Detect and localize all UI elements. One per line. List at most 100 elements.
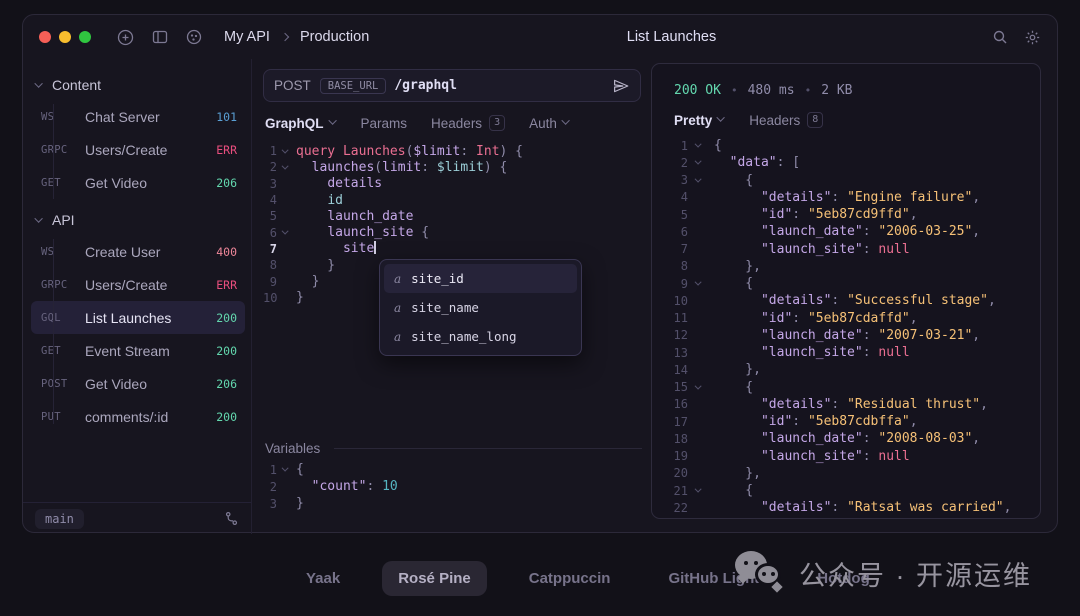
sidebar-item-users-create[interactable]: GRPCUsers/CreateERR — [31, 133, 245, 166]
variables-header: Variables — [265, 441, 642, 456]
send-request-button[interactable] — [612, 77, 630, 95]
theme-button-catppuccin[interactable]: Catppuccin — [513, 561, 627, 596]
line-number: 3 — [666, 173, 688, 187]
request-name: Users/Create — [85, 142, 216, 158]
status-badge: 206 — [216, 377, 237, 391]
code-content: "details": "Residual thrust", — [714, 397, 988, 412]
sidebar-item-chat-server[interactable]: WSChat Server101 — [31, 100, 245, 133]
status-badge: 101 — [216, 110, 237, 124]
code-line: 11 "id": "5eb87cdaffd", — [666, 310, 1011, 327]
sidebar-item-get-video[interactable]: POSTGet Video206 — [31, 367, 245, 400]
autocomplete-item-site-name-long[interactable]: asite_name_long — [384, 322, 577, 351]
response-size: 2 KB — [821, 83, 852, 98]
line-number: 4 — [666, 190, 688, 204]
tab-label: Auth — [529, 116, 557, 131]
window-close-button[interactable] — [39, 31, 51, 43]
sidebar-item-users-create[interactable]: GRPCUsers/CreateERR — [31, 268, 245, 301]
line-number: 15 — [666, 380, 688, 394]
git-branch-icon[interactable] — [224, 511, 239, 526]
fold-toggle[interactable] — [688, 488, 714, 493]
environment-name[interactable]: Production — [300, 29, 369, 45]
code-content: "launch_site": null — [714, 242, 910, 257]
theme-button-yaak[interactable]: Yaak — [290, 561, 356, 596]
code-line: 15 { — [666, 379, 1011, 396]
fold-toggle[interactable] — [688, 178, 714, 183]
wechat-icon — [735, 551, 787, 595]
code-line: 22 "details": "Ratsat was carried", — [666, 499, 1011, 516]
code-content: "launch_site": null — [714, 449, 910, 464]
variables-editor[interactable]: 1{2 "count": 103} — [263, 461, 398, 512]
sidebar-item-create-user[interactable]: WSCreate User400 — [31, 235, 245, 268]
text-cursor — [374, 241, 376, 254]
status-badge: 400 — [216, 245, 237, 259]
status-badge: 200 — [216, 410, 237, 424]
fold-toggle[interactable] — [688, 281, 714, 286]
autocomplete-item-site-name[interactable]: asite_name — [384, 293, 577, 322]
request-tab-params[interactable]: Params — [361, 116, 408, 131]
request-path[interactable]: /graphql — [394, 78, 612, 93]
fold-toggle[interactable] — [688, 160, 714, 165]
code-content: }, — [714, 362, 761, 377]
theme-button-ros-pine[interactable]: Rosé Pine — [382, 561, 487, 596]
window-minimize-button[interactable] — [59, 31, 71, 43]
code-content: "data": [ — [714, 155, 800, 170]
chevron-down-icon — [695, 486, 702, 493]
line-number: 8 — [666, 259, 688, 273]
sidebar-item-comments-id[interactable]: PUTcomments/:id200 — [31, 400, 245, 433]
fold-toggle[interactable] — [688, 385, 714, 390]
status-badge: 200 — [216, 344, 237, 358]
code-line: 19 "launch_site": null — [666, 448, 1011, 465]
window-zoom-button[interactable] — [79, 31, 91, 43]
sidebar-section-header-content[interactable]: Content — [23, 69, 251, 100]
search-icon[interactable] — [992, 29, 1008, 45]
chevron-down-icon — [282, 146, 289, 153]
workspace-name[interactable]: My API — [224, 29, 270, 45]
autocomplete-item-site-id[interactable]: asite_id — [384, 264, 577, 293]
tab-label: GraphQL — [265, 116, 324, 131]
autocomplete-label: site_name_long — [411, 329, 516, 344]
code-content: "id": "5eb87cd9ffd", — [714, 207, 918, 222]
sidebar-item-list-launches[interactable]: GQLList Launches200 — [31, 301, 245, 334]
fold-toggle[interactable] — [277, 230, 296, 235]
code-line: 4 id — [263, 192, 523, 208]
cookie-icon[interactable] — [186, 29, 202, 45]
request-tab-headers[interactable]: Headers3 — [431, 115, 505, 131]
base-url-variable-badge[interactable]: BASE_URL — [320, 78, 387, 94]
code-content: } — [296, 290, 304, 305]
sidebar-section-header-api[interactable]: API — [23, 204, 251, 235]
new-request-icon[interactable] — [117, 29, 134, 46]
line-number: 16 — [666, 397, 688, 411]
url-bar[interactable]: POST BASE_URL /graphql — [263, 69, 641, 102]
fold-toggle[interactable] — [277, 467, 296, 472]
response-body[interactable]: 1{2 "data": [3 {4 "details": "Engine fai… — [666, 137, 1011, 517]
sidebar-item-event-stream[interactable]: GETEvent Stream200 — [31, 334, 245, 367]
line-number: 18 — [666, 432, 688, 446]
status-badge: 200 OK — [674, 83, 721, 98]
request-method-label: GRPC — [41, 144, 85, 156]
response-tab-headers[interactable]: Headers8 — [749, 112, 823, 128]
line-number: 2 — [666, 156, 688, 170]
code-content: "launch_date": "2007-03-21", — [714, 328, 980, 343]
request-method-label: WS — [41, 111, 85, 123]
line-number: 1 — [263, 144, 277, 158]
fold-toggle[interactable] — [277, 149, 296, 154]
sidebar-item-get-video[interactable]: GETGet Video206 — [31, 166, 245, 199]
git-branch-badge[interactable]: main — [35, 509, 84, 529]
fold-toggle[interactable] — [277, 165, 296, 170]
indent-guide — [53, 239, 54, 424]
attribute-kind-icon: a — [394, 272, 401, 286]
app-window: My API Production List Launches ContentW… — [22, 14, 1058, 533]
fold-toggle[interactable] — [688, 143, 714, 148]
topbar: My API Production List Launches — [23, 15, 1057, 59]
status-badge: 200 — [216, 311, 237, 325]
request-tab-graphql[interactable]: GraphQL — [265, 116, 337, 131]
toggle-sidebar-icon[interactable] — [152, 29, 168, 45]
request-tab-auth[interactable]: Auth — [529, 116, 570, 131]
sidebar-section-label: API — [52, 212, 75, 228]
code-content: id — [296, 193, 343, 208]
response-tab-pretty[interactable]: Pretty — [674, 113, 725, 128]
settings-gear-icon[interactable] — [1024, 29, 1041, 46]
line-number: 2 — [263, 480, 277, 494]
autocomplete-label: site_name — [411, 300, 479, 315]
request-name: Get Video — [85, 376, 216, 392]
